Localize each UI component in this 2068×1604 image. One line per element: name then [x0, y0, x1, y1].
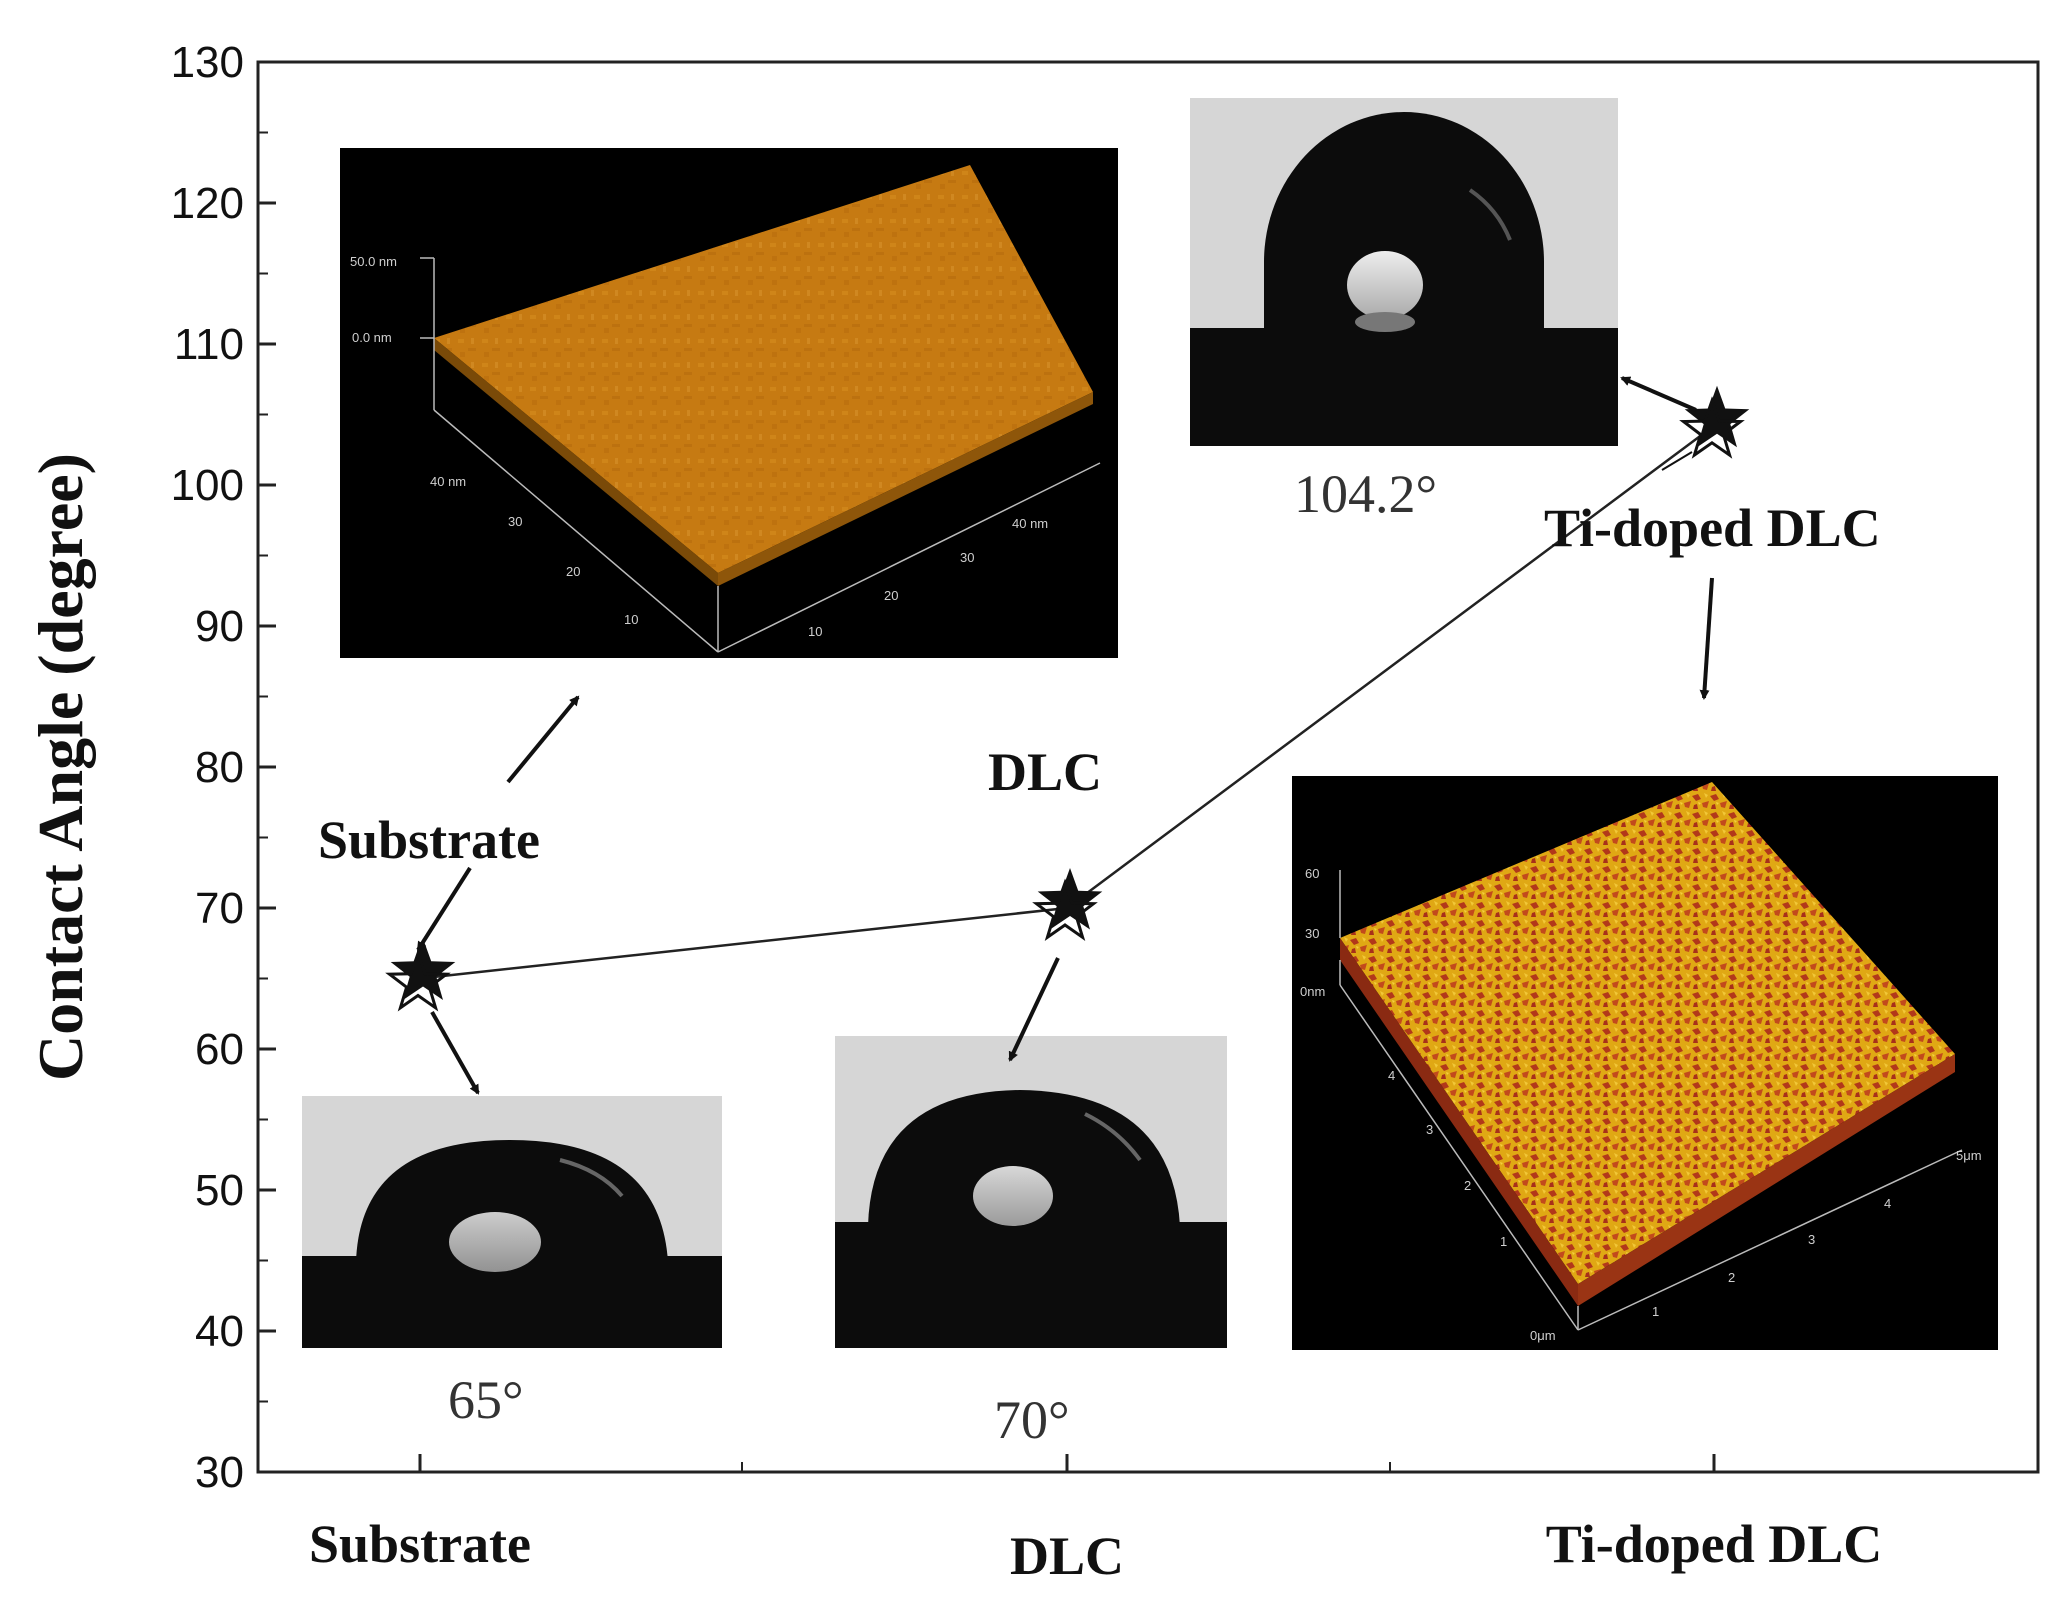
arrow-ti-point-to-droplet — [1620, 376, 1697, 412]
arrow-dlc-point-to-droplet — [1008, 957, 1060, 1062]
droplet-image-ti — [1190, 98, 1618, 446]
y-tick-label: 70 — [195, 884, 244, 933]
afm-ti-z-tick: 0nm — [1300, 984, 1325, 999]
afm-substrate-y-tick: 30 — [508, 514, 522, 529]
afm-ti-surface — [1340, 782, 1955, 1284]
afm-image-ti: 60 30 0nm 4 3 2 1 0μm 1 2 3 4 5μm — [1292, 776, 1998, 1350]
y-axis: 30 40 50 60 70 80 90 100 110 120 130 — [171, 38, 276, 1497]
arrow-label-to-substrate-point — [416, 866, 472, 952]
y-tick-label: 120 — [171, 179, 244, 228]
data-point-dlc — [1032, 868, 1103, 942]
arrow-substrate-to-afm — [506, 695, 580, 784]
y-tick-label: 110 — [174, 320, 244, 369]
afm-ti-y-tick: 0μm — [1530, 1328, 1556, 1343]
angle-label-ti: 104.2° — [1294, 464, 1437, 524]
data-point-substrate — [385, 938, 456, 1012]
afm-substrate-y-unit: 40 nm — [430, 474, 466, 489]
afm-substrate-x-tick: 30 — [960, 550, 974, 565]
arrow-substrate-point-to-droplet — [430, 1011, 480, 1095]
afm-ti-x-tick: 2 — [1728, 1270, 1735, 1285]
data-point-ti-doped-dlc — [1679, 385, 1750, 459]
y-tick-label: 80 — [195, 743, 244, 792]
afm-ti-x-tick: 1 — [1652, 1304, 1659, 1319]
afm-substrate-y-tick: 20 — [566, 564, 580, 579]
afm-image-substrate: 50.0 nm 0.0 nm 40 nm 30 20 10 10 20 30 4… — [340, 148, 1118, 658]
y-tick-label: 30 — [195, 1448, 244, 1497]
afm-ti-y-tick: 4 — [1388, 1068, 1395, 1083]
afm-substrate-x-tick: 10 — [808, 624, 822, 639]
afm-ti-x-tick: 4 — [1884, 1196, 1891, 1211]
x-tick-label: DLC — [1010, 1526, 1124, 1586]
leader-line-ti — [1661, 451, 1693, 471]
y-axis-title: Contact Angle (degree) — [25, 453, 96, 1081]
afm-substrate-z-tick-bottom: 0.0 nm — [352, 330, 392, 345]
star-marker-outline — [1679, 396, 1745, 459]
afm-substrate-z-tick-top: 50.0 nm — [350, 254, 397, 269]
afm-ti-x-tick: 3 — [1808, 1232, 1815, 1247]
afm-substrate-surface — [434, 165, 1093, 573]
afm-ti-z-tick: 60 — [1305, 866, 1319, 881]
angle-label-dlc: 70° — [994, 1390, 1070, 1450]
arrow-ti-label-to-afm — [1699, 577, 1714, 700]
afm-ti-y-tick: 1 — [1500, 1234, 1507, 1249]
annotation-ti-doped-dlc: Ti-doped DLC — [1544, 498, 1881, 558]
y-tick-label: 50 — [195, 1166, 244, 1215]
annotation-dlc: DLC — [988, 742, 1102, 802]
x-tick-label: Substrate — [309, 1514, 531, 1574]
afm-substrate-x-tick: 20 — [884, 588, 898, 603]
y-tick-label: 60 — [195, 1025, 244, 1074]
star-marker-outline — [385, 948, 451, 1012]
afm-ti-y-tick: 3 — [1426, 1122, 1433, 1137]
afm-ti-z-tick: 30 — [1305, 926, 1319, 941]
y-tick-label: 40 — [195, 1307, 244, 1356]
y-tick-label: 130 — [171, 38, 244, 87]
annotation-arrows — [416, 376, 1714, 1095]
afm-ti-y-tick: 2 — [1464, 1178, 1471, 1193]
droplet-image-substrate — [302, 1096, 722, 1348]
star-marker-outline — [1032, 878, 1098, 942]
afm-substrate-y-tick: 10 — [624, 612, 638, 627]
afm-substrate-x-unit: 40 nm — [1012, 516, 1048, 531]
afm-ti-x-tick: 5μm — [1956, 1148, 1982, 1163]
x-axis: Substrate DLC Ti-doped DLC — [309, 1454, 1882, 1586]
x-tick-label: Ti-doped DLC — [1546, 1514, 1883, 1574]
series-layer — [385, 385, 1750, 1012]
droplet-image-dlc — [835, 1036, 1227, 1348]
angle-label-substrate: 65° — [448, 1370, 524, 1430]
y-tick-label: 90 — [195, 602, 244, 651]
annotation-substrate: Substrate — [318, 810, 540, 870]
y-tick-label: 100 — [171, 461, 244, 510]
